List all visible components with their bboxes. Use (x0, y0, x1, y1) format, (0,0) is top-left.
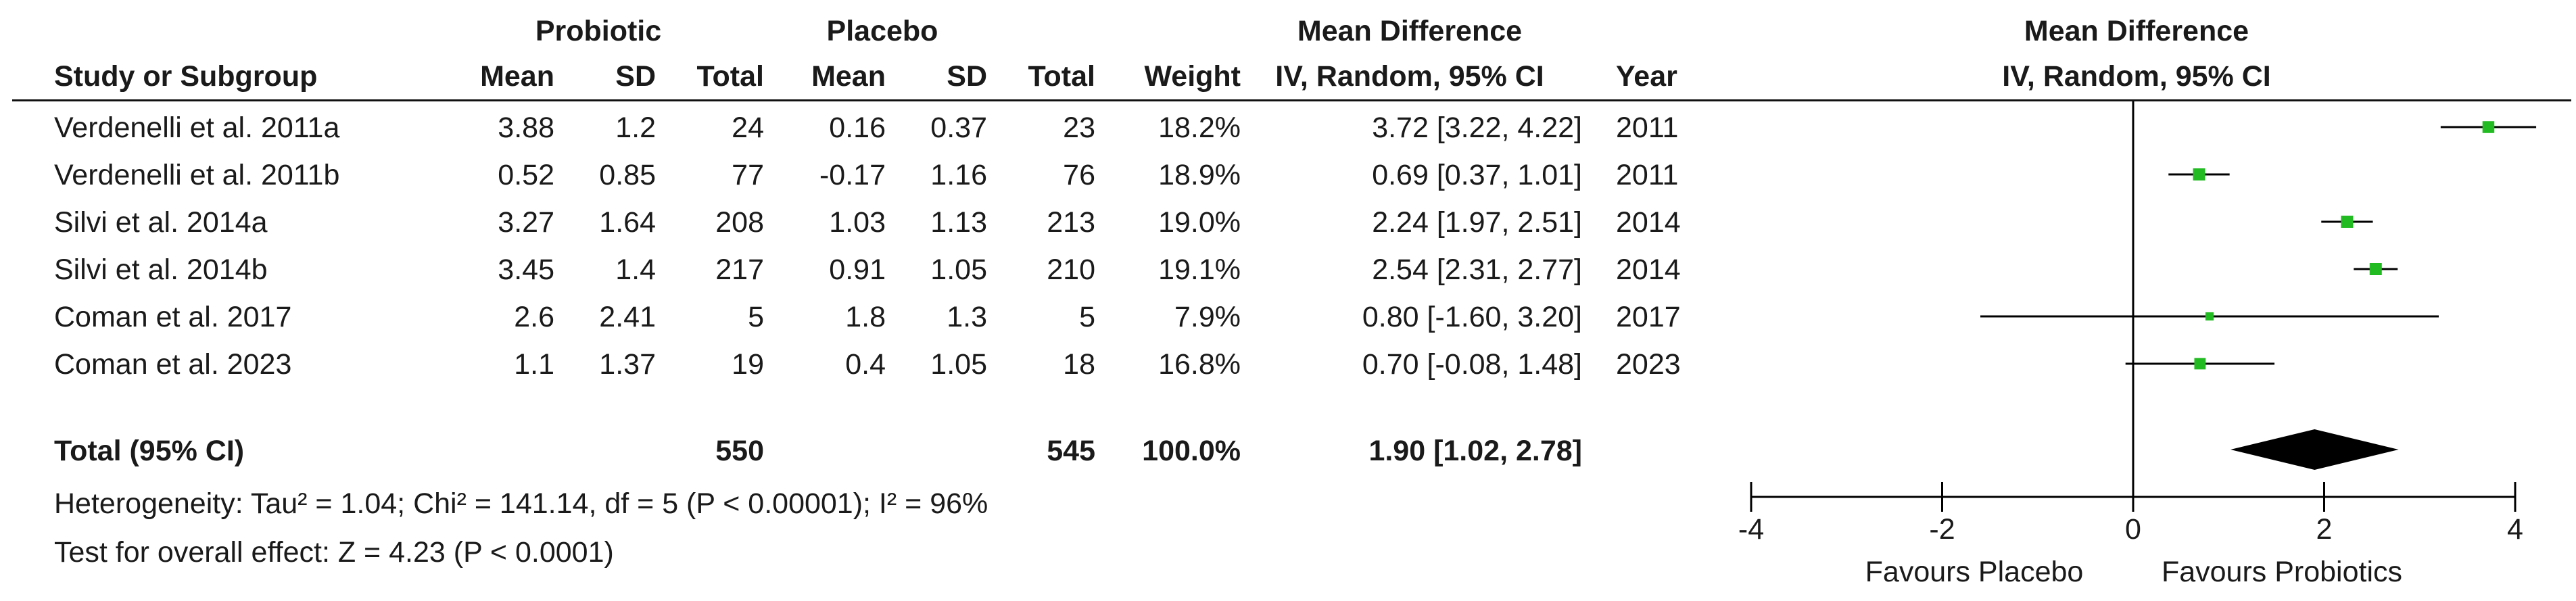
placebo-mean: 0.16 (829, 112, 886, 144)
study-ci: 2.54 [2.31, 2.77] (1372, 254, 1582, 286)
study-ci: 0.69 [0.37, 1.01] (1372, 159, 1582, 191)
study-name: Verdenelli et al. 2011a (54, 112, 340, 144)
placebo-total: 23 (1063, 112, 1095, 144)
study-year: 2011 (1616, 112, 1679, 144)
x-tick-label: -2 (1929, 513, 1955, 546)
probiotic-sd: 1.2 (615, 112, 656, 144)
placebo-sd: 1.3 (947, 301, 987, 333)
pooled-diamond (2231, 429, 2399, 470)
probiotic-mean: 1.1 (514, 348, 554, 381)
study-ci: 2.24 [1.97, 2.51] (1372, 206, 1582, 239)
placebo-total: 76 (1063, 159, 1095, 191)
placebo-group-header: Placebo (826, 15, 938, 47)
overall-effect-text: Test for overall effect: Z = 4.23 (P < 0… (54, 536, 614, 569)
effect-marker (2193, 168, 2205, 181)
x-tick-label: 2 (2316, 513, 2333, 546)
study-name: Silvi et al. 2014b (54, 254, 268, 286)
study-weight: 7.9% (1174, 301, 1241, 333)
probiotic-total: 24 (732, 112, 764, 144)
probiotic-sd: 1.64 (599, 206, 656, 239)
effect-marker (2341, 216, 2354, 228)
placebo-mean: 1.8 (845, 301, 886, 333)
effect-marker (2194, 358, 2206, 370)
placebo-sd: 1.16 (930, 159, 987, 191)
favours-probiotics-label: Favours Probiotics (2161, 556, 2403, 588)
probiotic-sd: 1.4 (615, 254, 656, 286)
placebo-mean: 1.03 (829, 206, 886, 239)
favours-placebo-label: Favours Placebo (1865, 556, 2084, 588)
study-weight: 18.2% (1158, 112, 1241, 144)
placebo-mean-header: Mean (811, 60, 886, 93)
heterogeneity-text: Heterogeneity: Tau² = 1.04; Chi² = 141.1… (54, 487, 988, 520)
placebo-mean: -0.17 (819, 159, 886, 191)
probiotic-total: 19 (732, 348, 764, 381)
probiotic-total: 77 (732, 159, 764, 191)
plot-title: Mean Difference (2024, 15, 2249, 47)
total-ci: 1.90 [1.02, 2.78] (1368, 435, 1582, 467)
study-weight: 16.8% (1158, 348, 1241, 381)
placebo-sd: 1.05 (930, 348, 987, 381)
probiotic-total: 217 (715, 254, 764, 286)
md-method-header: IV, Random, 95% CI (1275, 60, 1544, 93)
effect-marker (2482, 121, 2495, 133)
probiotic-sd: 1.37 (599, 348, 656, 381)
study-weight: 19.0% (1158, 206, 1241, 239)
probiotic-total: 208 (715, 206, 764, 239)
total-placebo-n: 545 (1047, 435, 1095, 467)
probiotic-mean: 3.45 (498, 254, 554, 286)
study-ci: 0.70 [-0.08, 1.48] (1362, 348, 1582, 381)
total-weight: 100.0% (1142, 435, 1241, 467)
placebo-sd-header: SD (947, 60, 987, 93)
study-weight: 19.1% (1158, 254, 1241, 286)
probiotic-mean: 0.52 (498, 159, 554, 191)
probiotic-total: 5 (748, 301, 764, 333)
study-name: Silvi et al. 2014a (54, 206, 268, 239)
probiotic-total-header: Total (696, 60, 764, 93)
placebo-sd: 1.05 (930, 254, 987, 286)
year-header: Year (1616, 60, 1677, 93)
placebo-sd: 1.13 (930, 206, 987, 239)
x-tick-label: 4 (2507, 513, 2523, 546)
probiotic-group-header: Probiotic (535, 15, 662, 47)
weight-header: Weight (1144, 60, 1241, 93)
study-year: 2023 (1616, 348, 1681, 381)
placebo-total: 210 (1047, 254, 1095, 286)
placebo-mean: 0.4 (845, 348, 886, 381)
total-probiotic-n: 550 (715, 435, 764, 467)
header-rule (12, 99, 2571, 101)
study-ci: 0.80 [-1.60, 3.20] (1362, 301, 1582, 333)
probiotic-sd: 0.85 (599, 159, 656, 191)
placebo-total: 5 (1079, 301, 1095, 333)
study-name: Verdenelli et al. 2011b (54, 159, 340, 191)
probiotic-mean-header: Mean (480, 60, 554, 93)
study-year: 2017 (1616, 301, 1681, 333)
study-weight: 18.9% (1158, 159, 1241, 191)
probiotic-mean: 3.88 (498, 112, 554, 144)
effect-marker (2369, 263, 2382, 275)
total-label: Total (95% CI) (54, 435, 245, 467)
placebo-total: 18 (1063, 348, 1095, 381)
study-year: 2014 (1616, 206, 1681, 239)
placebo-total: 213 (1047, 206, 1095, 239)
x-tick-label: -4 (1738, 513, 1764, 546)
probiotic-sd-header: SD (615, 60, 656, 93)
study-name: Coman et al. 2017 (54, 301, 292, 333)
effect-marker (2205, 312, 2214, 321)
x-tick-label: 0 (2125, 513, 2141, 546)
probiotic-mean: 2.6 (514, 301, 554, 333)
placebo-total-header: Total (1028, 60, 1095, 93)
placebo-mean: 0.91 (829, 254, 886, 286)
study-column-header: Study or Subgroup (54, 60, 318, 93)
placebo-sd: 0.37 (930, 112, 987, 144)
md-group-header: Mean Difference (1297, 15, 1523, 47)
plot-method-header: IV, Random, 95% CI (2002, 60, 2271, 93)
study-year: 2011 (1616, 159, 1679, 191)
study-ci: 3.72 [3.22, 4.22] (1372, 112, 1582, 144)
probiotic-mean: 3.27 (498, 206, 554, 239)
study-name: Coman et al. 2023 (54, 348, 292, 381)
study-year: 2014 (1616, 254, 1681, 286)
probiotic-sd: 2.41 (599, 301, 656, 333)
